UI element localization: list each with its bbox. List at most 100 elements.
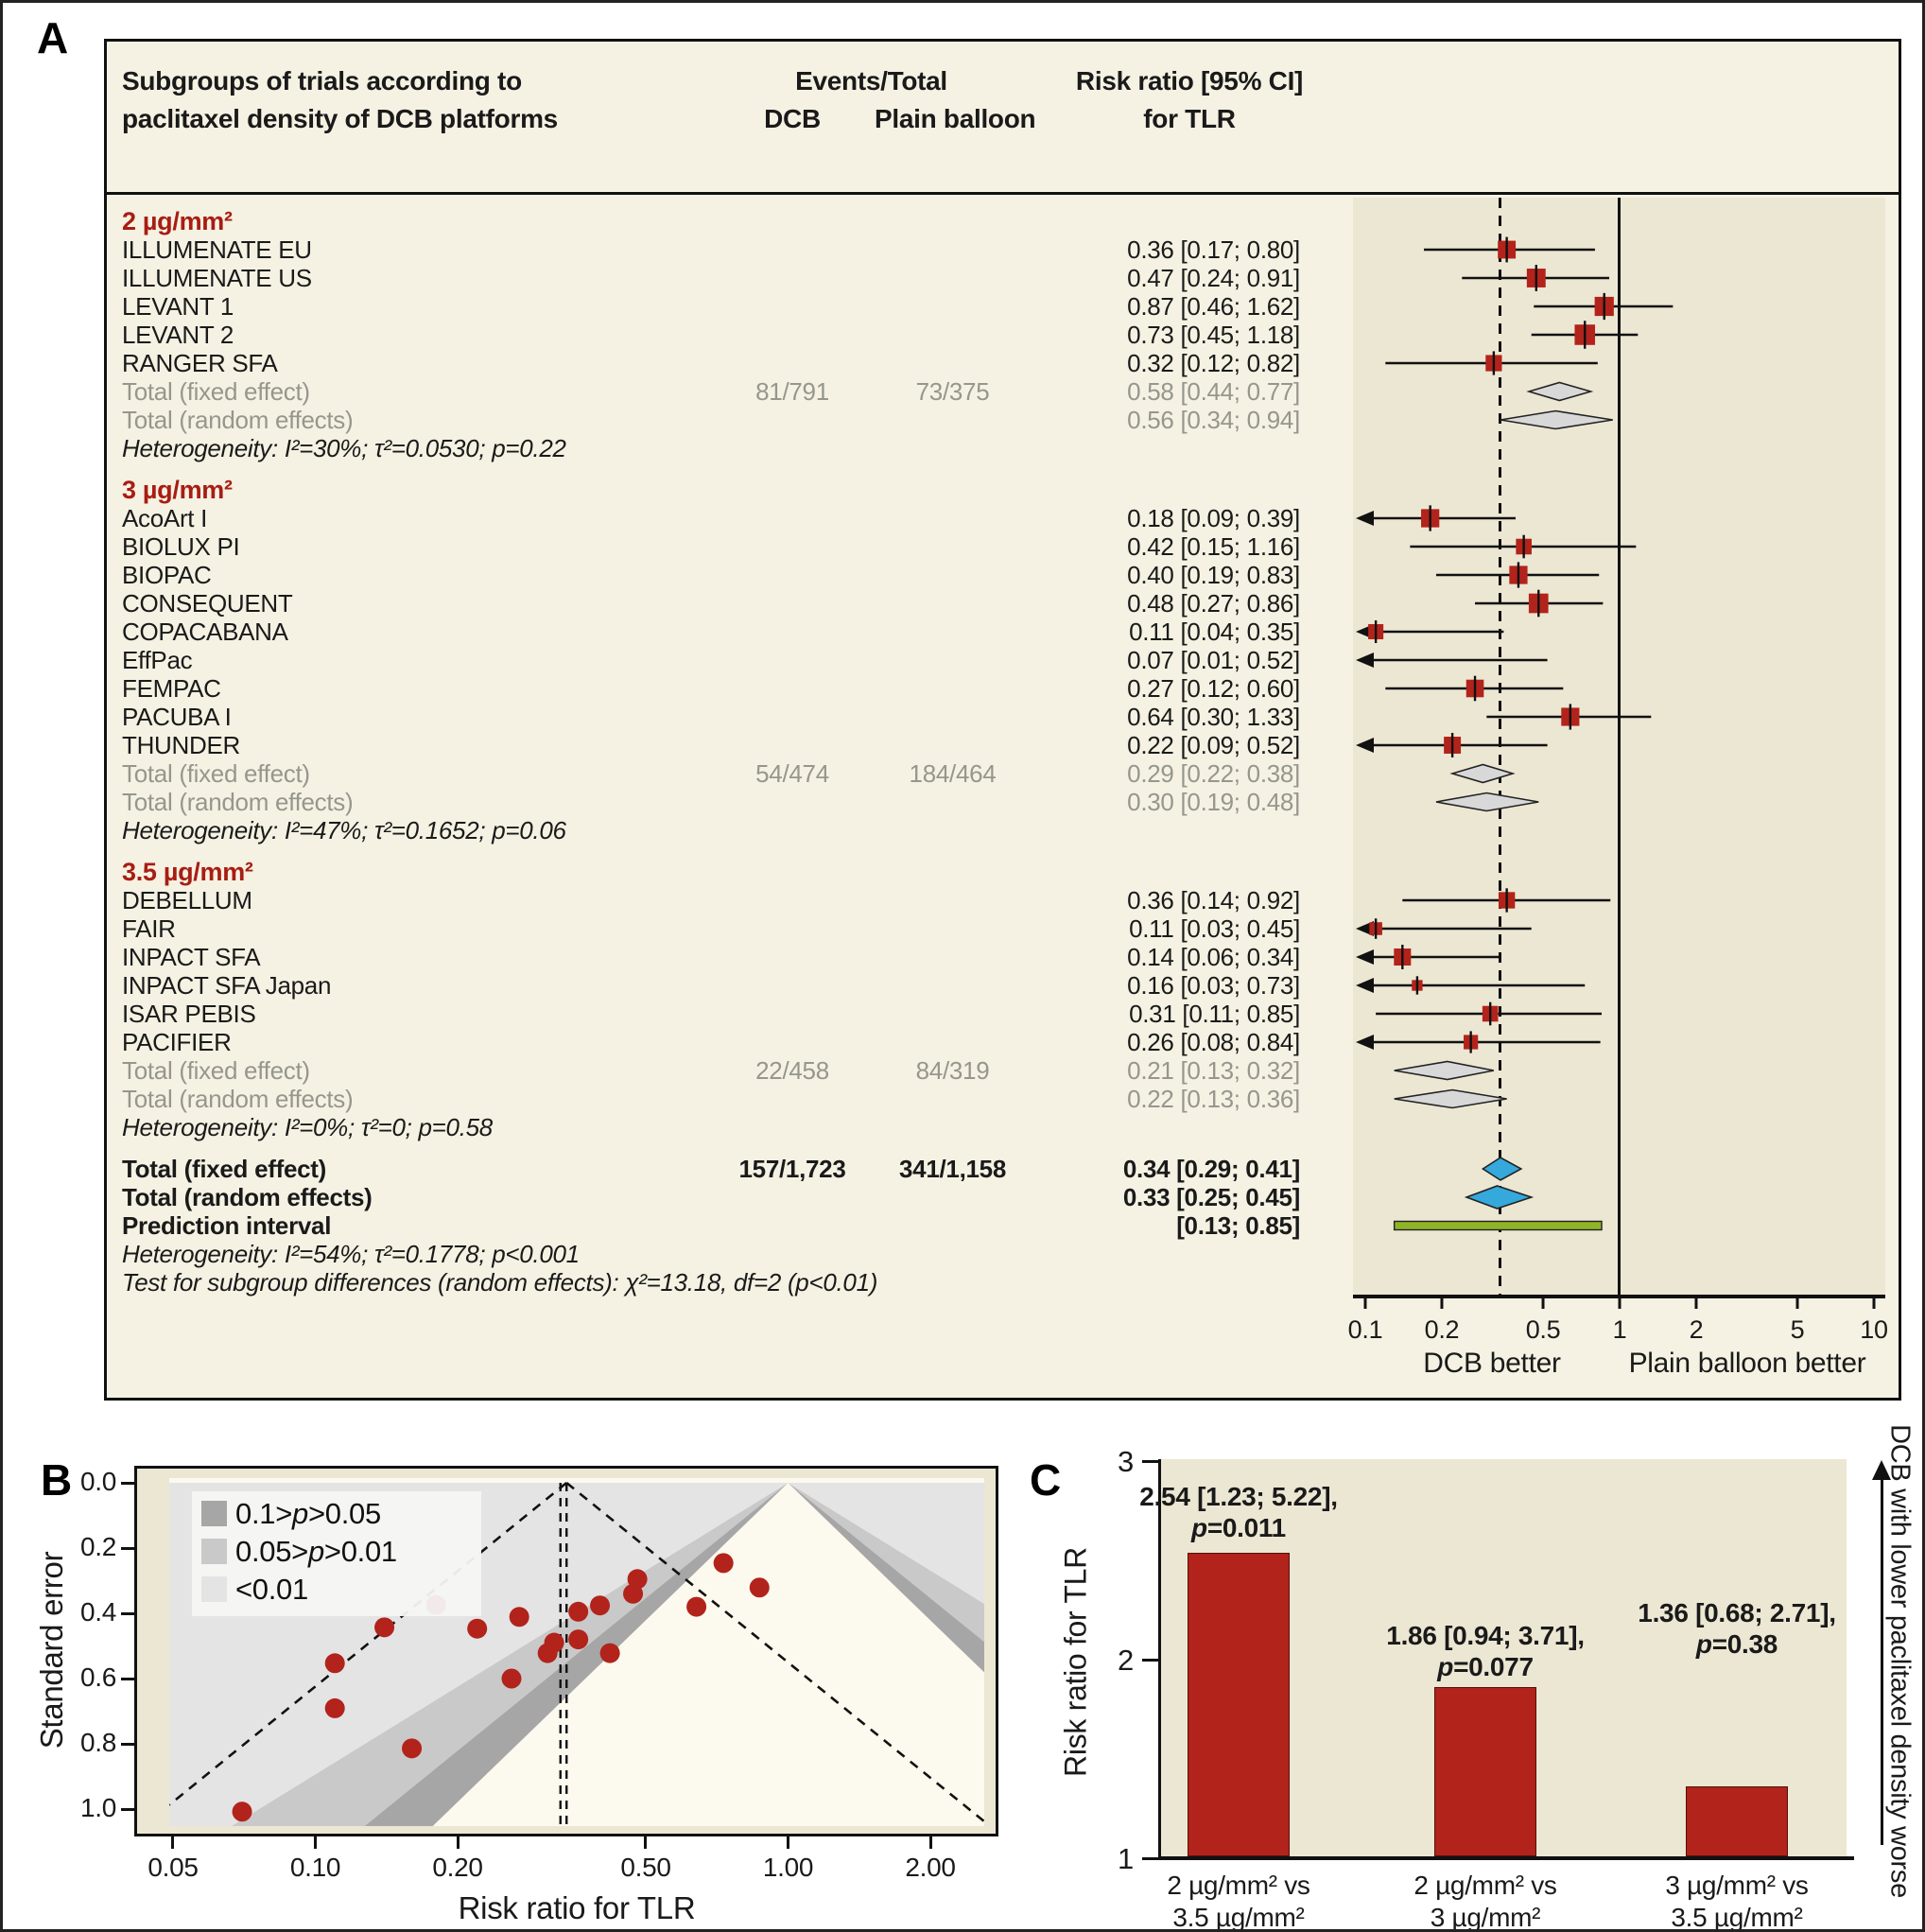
legend-label: 0.05>p>0.01 bbox=[235, 1535, 397, 1568]
p-symbol: p bbox=[1437, 1652, 1454, 1681]
forest-row-acoart-i: AcoArt I 0.18 [0.09; 0.39] bbox=[107, 504, 1899, 532]
forest-body: 2 µg/mm² ILLUMENATE EU 0.36 [0.17; 0.80] IL… bbox=[107, 198, 1899, 1398]
forest-ci-pacuba-i bbox=[1486, 704, 1652, 730]
col-events-header: Events/Total bbox=[795, 66, 947, 96]
funnel-x-tick bbox=[314, 1836, 317, 1849]
prediction-label: Prediction interval bbox=[122, 1211, 332, 1240]
forest-row-levant-1: LEVANT 1 0.87 [0.46; 1.62] bbox=[107, 292, 1899, 321]
rr-ci-value: 0.64 [0.30; 1.33] bbox=[1127, 703, 1300, 731]
forest-ci-debellum bbox=[1402, 888, 1611, 913]
trial-name: EffPac bbox=[122, 646, 193, 674]
funnel-legend-box bbox=[192, 1491, 481, 1616]
rr-ci-value: 0.47 [0.24; 0.91] bbox=[1127, 264, 1300, 292]
funnel-y-tick bbox=[121, 1677, 134, 1680]
forest-row-copacabana: COPACABANA 0.11 [0.04; 0.35] bbox=[107, 618, 1899, 646]
funnel-x-tick-label: 2.00 bbox=[905, 1853, 956, 1882]
funnel-x-tick-label: 0.05 bbox=[147, 1853, 199, 1882]
rr-ci-value: 0.34 [0.29; 0.41] bbox=[1122, 1155, 1300, 1183]
subgroup-header-3-g-mm-: 3 µg/mm² bbox=[107, 476, 1899, 504]
subgroup-header-2-g-mm-: 2 µg/mm² bbox=[107, 207, 1899, 235]
dcb-better-label: DCB better bbox=[1423, 1348, 1561, 1379]
axis-tick-label: 10 bbox=[1860, 1315, 1888, 1344]
row-gap bbox=[107, 844, 1899, 858]
ci-arrow-left-icon bbox=[1356, 978, 1374, 993]
forest-ci-illumenate-us bbox=[1462, 265, 1609, 291]
barchart-y-tick-label: 1 bbox=[1118, 1842, 1134, 1875]
subgroup-label: 3 µg/mm² bbox=[122, 476, 233, 504]
forest-ci-thunder bbox=[1356, 733, 1548, 757]
funnel-x-tick-label: 0.20 bbox=[432, 1853, 483, 1882]
rr-ci-value: 0.33 [0.25; 0.45] bbox=[1122, 1183, 1300, 1211]
funnel-y-tick bbox=[121, 1807, 134, 1811]
total-label: Total (fixed effect) bbox=[122, 377, 310, 406]
bar-3-g-mm-vs-3-5-g-mm- bbox=[1686, 1786, 1788, 1856]
forest-ci-isar-pebis bbox=[1376, 1001, 1603, 1026]
ci-arrow-left-icon bbox=[1356, 921, 1374, 936]
bar-category-label: 2 µg/mm² vs 3 µg/mm² bbox=[1315, 1870, 1656, 1932]
bar-chart-baseline bbox=[1158, 1856, 1854, 1860]
category-line: 2 µg/mm² vs bbox=[1167, 1871, 1310, 1900]
study-point-debellum bbox=[568, 1629, 589, 1650]
forest-ci-effpac bbox=[1356, 653, 1548, 668]
pooled-diamond bbox=[1464, 1185, 1535, 1210]
null-effect-line bbox=[1618, 198, 1621, 1297]
rr-ci-value: 0.32 [0.12; 0.82] bbox=[1127, 349, 1300, 377]
subgroup-total-random: Total (random effects) 0.22 [0.13; 0.36] bbox=[107, 1085, 1899, 1113]
total-label: Total (random effects) bbox=[122, 1085, 354, 1113]
forest-ci-pacifier bbox=[1356, 1031, 1601, 1053]
heterogeneity-note: Heterogeneity: I²=0%; τ²=0; p=0.58 bbox=[107, 1113, 1899, 1141]
rr-ci-value: 0.42 [0.15; 1.16] bbox=[1127, 532, 1300, 561]
annotation-estimate: 1.86 [0.94; 3.71], bbox=[1386, 1621, 1585, 1650]
forest-x-axis bbox=[1353, 1295, 1885, 1309]
funnel-x-tick bbox=[928, 1836, 932, 1849]
funnel-y-tick-label: 0.8 bbox=[79, 1728, 116, 1757]
forest-row-effpac: EffPac 0.07 [0.01; 0.52] bbox=[107, 646, 1899, 674]
category-line: 3 µg/mm² bbox=[1430, 1903, 1541, 1932]
funnel-y-tick bbox=[121, 1481, 134, 1485]
rr-ci-value: 0.30 [0.19; 0.48] bbox=[1127, 788, 1300, 816]
rr-ci-value: 0.11 [0.04; 0.35] bbox=[1129, 618, 1300, 646]
forest-row-consequent: CONSEQUENT 0.48 [0.27; 0.86] bbox=[107, 589, 1899, 618]
subgroup-label: 3.5 µg/mm² bbox=[122, 858, 253, 886]
category-line: 3.5 µg/mm² bbox=[1671, 1903, 1803, 1932]
barchart-y-tick bbox=[1142, 1856, 1158, 1860]
rr-ci-value: 0.21 [0.13; 0.32] bbox=[1127, 1056, 1300, 1085]
forest-row-illumenate-us: ILLUMENATE US 0.47 [0.24; 0.91] bbox=[107, 264, 1899, 292]
overall-diamond-fixed bbox=[1481, 1157, 1523, 1181]
overall-total-fixed: Total (fixed effect) 157/1,723 341/1,158 0.… bbox=[107, 1155, 1899, 1183]
rr-ci-value: 0.07 [0.01; 0.52] bbox=[1127, 646, 1300, 674]
bar-category-label: 3 µg/mm² vs 3.5 µg/mm² bbox=[1567, 1870, 1907, 1932]
trial-name: INPACT SFA bbox=[122, 943, 261, 971]
p-symbol: p bbox=[1695, 1629, 1712, 1659]
trial-name: ILLUMENATE US bbox=[122, 264, 312, 292]
study-point-pacuba-i bbox=[686, 1596, 707, 1617]
subgroup-diamond-fixed bbox=[1526, 381, 1594, 402]
forest-table-header: Subgroups of trials according to paclita… bbox=[107, 42, 1899, 195]
plain-balloon-better-label: Plain balloon better bbox=[1628, 1348, 1866, 1379]
forest-row-inpact-sfa: INPACT SFA 0.14 [0.06; 0.34] bbox=[107, 943, 1899, 971]
trial-name: BIOLUX PI bbox=[122, 532, 240, 561]
heterogeneity-text: Heterogeneity: I²=54%; τ²=0.1778; p<0.00… bbox=[122, 1240, 580, 1268]
forest-row-biopac: BIOPAC 0.40 [0.19; 0.83] bbox=[107, 561, 1899, 589]
study-point-copacabana bbox=[324, 1653, 345, 1674]
study-point-biopac bbox=[590, 1595, 611, 1616]
events-dcb: 22/458 bbox=[755, 1056, 829, 1085]
legend-swatch-0-1-p-0-05 bbox=[201, 1501, 227, 1526]
annotation-p-value: p=0.077 bbox=[1437, 1652, 1534, 1681]
study-point-inpact-sfa bbox=[374, 1617, 395, 1638]
axis-tick-label: 0.5 bbox=[1525, 1315, 1561, 1344]
rr-ci-value: 0.87 [0.46; 1.62] bbox=[1127, 292, 1300, 321]
rr-ci-value: 0.22 [0.13; 0.36] bbox=[1127, 1085, 1300, 1113]
annotation-p-value: p=0.011 bbox=[1191, 1513, 1286, 1542]
p-symbol: p bbox=[1191, 1513, 1207, 1542]
forest-row-thunder: THUNDER 0.22 [0.09; 0.52] bbox=[107, 731, 1899, 759]
funnel-x-tick-label: 0.10 bbox=[289, 1853, 341, 1882]
annotation-estimate: 1.36 [0.68; 2.71], bbox=[1638, 1598, 1836, 1627]
annotation-estimate: 2.54 [1.23; 5.22], bbox=[1139, 1482, 1338, 1511]
forest-ci-levant-2 bbox=[1531, 321, 1639, 349]
forest-ci-ranger-sfa bbox=[1385, 351, 1598, 375]
forest-row-isar-pebis: ISAR PEBIS 0.31 [0.11; 0.85] bbox=[107, 1000, 1899, 1028]
bar-category-label: 2 µg/mm² vs 3.5 µg/mm² bbox=[1068, 1870, 1409, 1929]
funnel-band-p-001-005-left bbox=[231, 1483, 789, 1826]
rr-ci-value: 0.18 [0.09; 0.39] bbox=[1127, 504, 1300, 532]
